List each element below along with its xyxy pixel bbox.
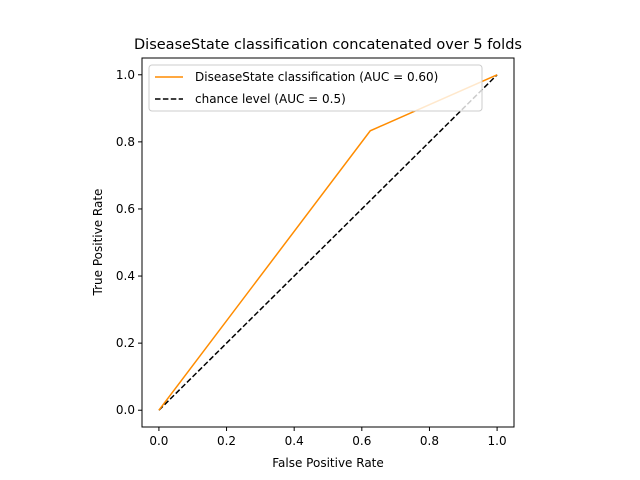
y-axis-label: True Positive Rate (91, 189, 105, 297)
y-tick-label: 0.8 (116, 135, 135, 149)
x-tick-label: 1.0 (488, 434, 507, 448)
x-tick-label: 0.0 (149, 434, 168, 448)
x-tick-label: 0.6 (352, 434, 371, 448)
legend-box (148, 64, 483, 112)
ticks-layer: 0.0 0.2 0.4 0.6 0.8 1.0 0.0 0.2 0.4 0.6 0.8 1.0 (116, 68, 507, 448)
y-tick-label: 0.6 (116, 202, 135, 216)
x-tick-label: 0.8 (420, 434, 439, 448)
x-tick-label: 0.2 (217, 434, 236, 448)
y-tick-label: 0.0 (116, 403, 135, 417)
x-tick-label: 0.4 (285, 434, 304, 448)
y-tick-label: 1.0 (116, 68, 135, 82)
legend-label-chance: chance level (AUC = 0.5) (195, 92, 346, 106)
legend-label-roc: DiseaseState classification (AUC = 0.60) (195, 70, 438, 84)
chance-level-line (158, 74, 498, 411)
legend: DiseaseState classification (AUC = 0.60)… (148, 64, 483, 112)
y-tick-label: 0.4 (116, 269, 135, 283)
y-tick-label: 0.2 (116, 336, 135, 350)
x-axis-label: False Positive Rate (272, 456, 384, 470)
series-layer (158, 74, 498, 411)
chart-title: DiseaseState classification concatenated… (134, 37, 522, 53)
plot-area: 0.0 0.2 0.4 0.6 0.8 1.0 0.0 0.2 0.4 0.6 0.8 1.0 (116, 57, 515, 448)
axes-frame (141, 57, 515, 428)
